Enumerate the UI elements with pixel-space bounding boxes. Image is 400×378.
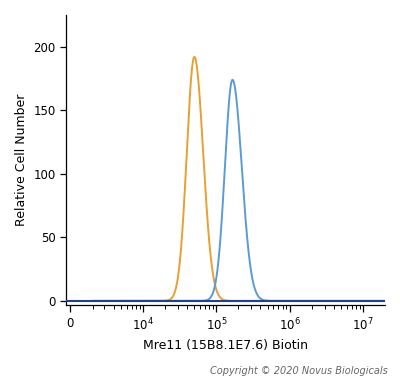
X-axis label: Mre11 (15B8.1E7.6) Biotin: Mre11 (15B8.1E7.6) Biotin: [143, 339, 308, 352]
Text: Copyright © 2020 Novus Biologicals: Copyright © 2020 Novus Biologicals: [210, 366, 388, 376]
Y-axis label: Relative Cell Number: Relative Cell Number: [15, 94, 28, 226]
